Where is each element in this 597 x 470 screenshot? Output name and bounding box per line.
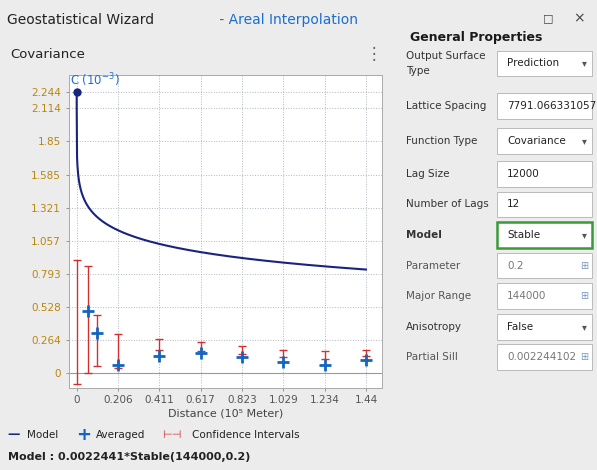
Text: 0.2: 0.2 [507, 260, 524, 271]
Text: Model : 0.0022441*Stable(144000,0.2): Model : 0.0022441*Stable(144000,0.2) [8, 452, 250, 462]
Text: 7791.066331057: 7791.066331057 [507, 101, 596, 111]
FancyBboxPatch shape [497, 50, 592, 76]
Text: Averaged: Averaged [96, 430, 146, 440]
Text: Major Range: Major Range [405, 291, 470, 301]
Text: 12000: 12000 [507, 169, 540, 179]
FancyBboxPatch shape [497, 314, 592, 339]
Text: Model: Model [27, 430, 58, 440]
Text: ⊢⊣: ⊢⊣ [162, 430, 181, 440]
FancyBboxPatch shape [497, 128, 592, 154]
Text: General Properties: General Properties [410, 31, 542, 44]
Text: Output Surface: Output Surface [405, 51, 485, 62]
Text: Covariance: Covariance [507, 136, 566, 146]
FancyBboxPatch shape [497, 161, 592, 187]
X-axis label: Distance (10⁵ Meter): Distance (10⁵ Meter) [168, 408, 283, 418]
Text: ⊞: ⊞ [580, 260, 588, 271]
Text: ▾: ▾ [581, 321, 586, 332]
Text: ×: × [573, 11, 584, 25]
Text: Number of Lags: Number of Lags [405, 199, 488, 210]
FancyBboxPatch shape [497, 93, 592, 118]
FancyBboxPatch shape [497, 253, 592, 278]
Text: ▾: ▾ [581, 58, 586, 69]
Text: ▾: ▾ [581, 230, 586, 240]
FancyBboxPatch shape [497, 283, 592, 309]
Text: Anisotropy: Anisotropy [405, 321, 461, 332]
Text: Lag Size: Lag Size [405, 169, 449, 179]
Text: 0.002244102: 0.002244102 [507, 352, 576, 362]
Text: 144000: 144000 [507, 291, 547, 301]
Text: Stable: Stable [507, 230, 540, 240]
FancyBboxPatch shape [497, 344, 592, 370]
FancyBboxPatch shape [497, 192, 592, 217]
Text: ▾: ▾ [581, 136, 586, 146]
Text: Lattice Spacing: Lattice Spacing [405, 101, 486, 111]
FancyBboxPatch shape [497, 222, 592, 248]
Text: ⋮: ⋮ [366, 45, 382, 63]
Text: Geostatistical Wizard: Geostatistical Wizard [7, 13, 154, 27]
Text: —: — [8, 428, 20, 441]
Text: ⊞: ⊞ [580, 291, 588, 301]
Text: Parameter: Parameter [405, 260, 460, 271]
Text: Model: Model [405, 230, 441, 240]
Text: □: □ [543, 13, 554, 23]
Text: +: + [76, 426, 91, 444]
Text: C (10$^{-3}$): C (10$^{-3}$) [70, 71, 120, 89]
Text: Partial Sill: Partial Sill [405, 352, 457, 362]
Text: - Areal Interpolation: - Areal Interpolation [215, 13, 358, 27]
Text: Confidence Intervals: Confidence Intervals [192, 430, 299, 440]
Text: Covariance: Covariance [10, 47, 85, 61]
Text: 12: 12 [507, 199, 521, 210]
Text: False: False [507, 321, 533, 332]
Text: ⊞: ⊞ [580, 352, 588, 362]
Text: Type: Type [405, 65, 429, 76]
Text: Function Type: Function Type [405, 136, 477, 146]
Text: Prediction: Prediction [507, 58, 559, 69]
